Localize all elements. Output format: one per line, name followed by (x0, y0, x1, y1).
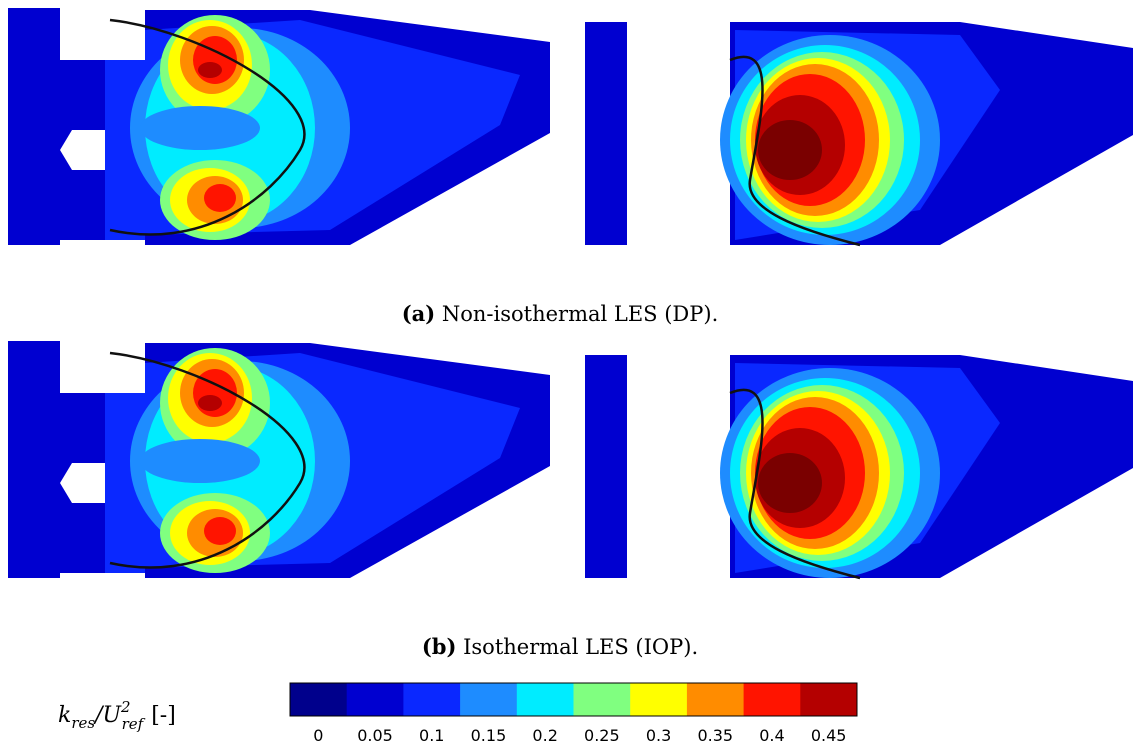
colorbar-tick-label: 0.35 (697, 726, 733, 745)
colorbar-swatch (800, 683, 858, 716)
caption-tag: (a) (402, 301, 435, 326)
colorbar-swatch (630, 683, 688, 716)
caption-text: Non-isothermal LES (DP). (442, 302, 718, 326)
colorbar: 0 0.05 0.1 0.15 0.2 0.25 0.3 0.35 0.4 0.45 (289, 682, 858, 745)
colorbar-swatch (686, 683, 745, 716)
caption-tag: (b) (422, 634, 457, 659)
colorbar-swatch (290, 683, 348, 716)
colorbar-swatch (573, 683, 631, 716)
colorbar-tick-label: 0.15 (471, 726, 507, 745)
colorbar-swatch (516, 683, 574, 716)
colorbar-swatch (346, 683, 404, 716)
colorbar-swatch (403, 683, 461, 716)
colorbar-tick-label: 0.4 (759, 726, 784, 745)
label-part: /U (93, 703, 122, 728)
colorbar-tick-label: 0.3 (646, 726, 671, 745)
caption-a: (a) Non-isothermal LES (DP). (402, 301, 719, 326)
colorbar-label: kres/U2 ref [-] (58, 698, 176, 733)
colorbar-swatch (460, 683, 518, 716)
label-part: [-] (151, 703, 176, 728)
label-part: k (58, 703, 71, 728)
label-part: res (71, 714, 95, 732)
colorbar-tick-label: 0.1 (419, 726, 444, 745)
colorbar-tick-label: 0.05 (357, 726, 393, 745)
colorbar-tick-label: 0.2 (532, 726, 557, 745)
colorbar-tick-label: 0.45 (811, 726, 847, 745)
colorbar-tick-label: 0 (313, 726, 323, 745)
colorbar-tick-label: 0.25 (584, 726, 620, 745)
caption-text: Isothermal LES (IOP). (463, 635, 698, 659)
label-part: ref (122, 715, 146, 733)
colorbar-frame (289, 682, 858, 717)
label-part: 2 (120, 698, 131, 716)
caption-b: (b) Isothermal LES (IOP). (422, 634, 698, 659)
colorbar-swatch (743, 683, 801, 716)
